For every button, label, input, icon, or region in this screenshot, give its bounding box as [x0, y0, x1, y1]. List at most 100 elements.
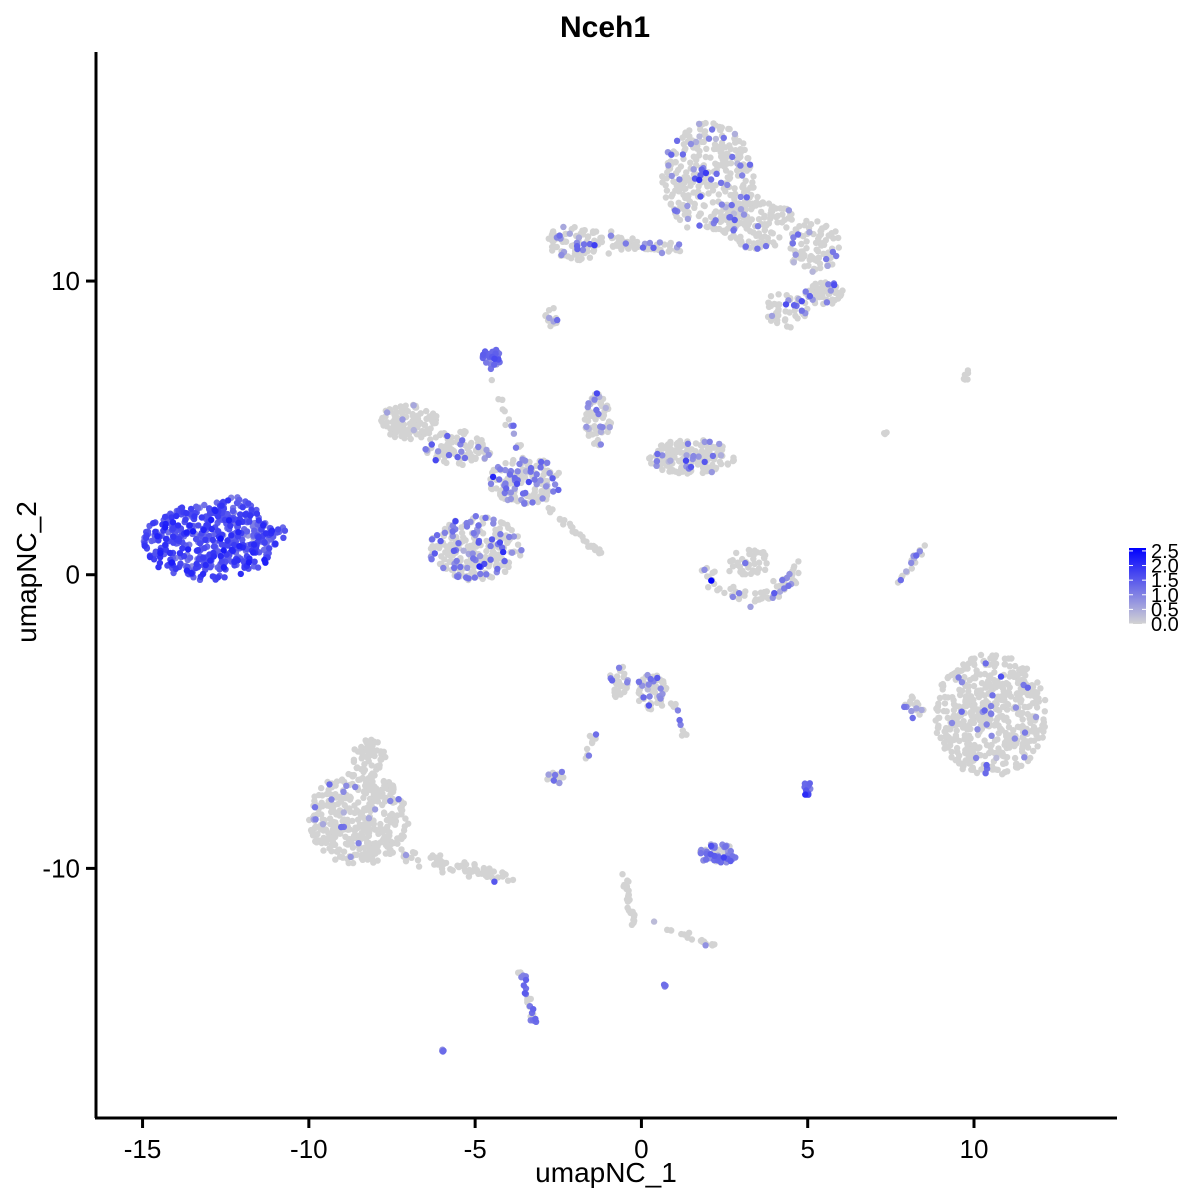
cell-point — [729, 593, 737, 601]
cell-point — [334, 800, 341, 808]
cell-point — [365, 825, 372, 832]
cell-point — [814, 218, 821, 225]
cell-point — [479, 530, 487, 537]
cell-point — [365, 775, 372, 782]
cell-point — [732, 139, 739, 146]
cell-point — [770, 577, 777, 585]
cell-point — [593, 406, 600, 414]
cell-point — [672, 700, 679, 708]
cell-point — [488, 376, 495, 384]
cell-point — [716, 225, 723, 233]
cell-point — [505, 416, 513, 423]
cell-point — [449, 532, 456, 540]
cell-point — [584, 233, 592, 240]
cell-point — [350, 832, 358, 839]
cell-point — [981, 737, 988, 744]
cell-point — [635, 689, 642, 697]
cell-point — [806, 292, 814, 300]
cell-point — [598, 234, 605, 241]
cell-point — [262, 530, 270, 537]
cell-point — [533, 495, 540, 502]
cell-point — [737, 206, 745, 213]
cell-point — [332, 833, 339, 841]
cell-point — [825, 281, 832, 288]
cell-point — [762, 242, 770, 250]
cell-point — [549, 506, 556, 513]
cell-point — [776, 234, 783, 241]
cell-point — [660, 981, 668, 988]
cell-point — [491, 878, 498, 885]
cell-point — [787, 245, 794, 252]
cell-point — [802, 791, 809, 798]
cell-point — [701, 128, 709, 135]
cell-point — [404, 407, 411, 415]
cell-point — [406, 420, 414, 427]
cell-point — [519, 456, 526, 463]
cell-point — [717, 126, 724, 134]
cell-point — [429, 543, 436, 550]
cell-point — [437, 537, 444, 545]
cell-point — [730, 457, 737, 464]
cell-point — [544, 459, 551, 466]
cell-point — [511, 474, 518, 482]
cell-point — [281, 527, 289, 534]
cell-point — [989, 692, 996, 699]
cell-point — [400, 800, 407, 807]
cell-point — [186, 554, 194, 561]
cell-point — [384, 843, 391, 850]
cell-point — [374, 857, 381, 864]
cell-point — [400, 827, 408, 834]
cell-point — [491, 361, 498, 368]
cell-point — [711, 568, 718, 575]
cell-point — [794, 231, 802, 238]
cell-point — [737, 146, 744, 153]
cell-point — [383, 409, 391, 416]
cell-point — [327, 820, 334, 828]
cell-point — [707, 851, 714, 858]
cell-point — [365, 815, 373, 822]
cell-point — [392, 429, 400, 436]
cell-point — [711, 141, 719, 148]
cell-point — [340, 788, 347, 795]
cell-point — [607, 232, 615, 239]
cell-point — [941, 728, 948, 735]
cell-point — [781, 317, 789, 324]
cell-point — [839, 287, 846, 294]
cell-point — [274, 526, 282, 533]
cell-point — [201, 544, 208, 552]
cell-point — [193, 503, 200, 510]
y-tick-label: 0 — [66, 560, 80, 590]
cell-point — [710, 120, 717, 127]
cell-point — [709, 182, 716, 189]
cell-point — [359, 774, 366, 782]
cell-point — [969, 750, 976, 757]
cell-point — [783, 224, 790, 231]
cell-point — [322, 839, 330, 846]
cell-point — [387, 797, 394, 805]
x-tick-label: -10 — [290, 1134, 328, 1164]
cell-point — [806, 229, 813, 236]
cell-point — [468, 568, 475, 576]
cell-point — [343, 782, 350, 789]
cell-point — [438, 865, 446, 872]
cell-point — [476, 563, 483, 570]
cell-point — [471, 861, 478, 868]
cell-point — [788, 216, 795, 223]
cell-point — [441, 443, 448, 450]
cell-point — [586, 254, 594, 261]
cell-point — [555, 469, 562, 477]
cell-point — [1034, 743, 1041, 750]
cell-point — [207, 557, 214, 564]
cell-point — [234, 557, 241, 564]
cell-point — [718, 201, 725, 208]
cell-point — [944, 733, 951, 740]
cell-point — [987, 710, 995, 717]
cell-point — [461, 454, 469, 462]
cell-point — [250, 541, 258, 548]
cell-point — [183, 567, 191, 574]
cell-point — [449, 867, 456, 874]
cell-point — [1040, 728, 1047, 735]
cell-point — [647, 675, 654, 683]
cell-point — [687, 140, 695, 148]
cell-point — [716, 585, 723, 592]
